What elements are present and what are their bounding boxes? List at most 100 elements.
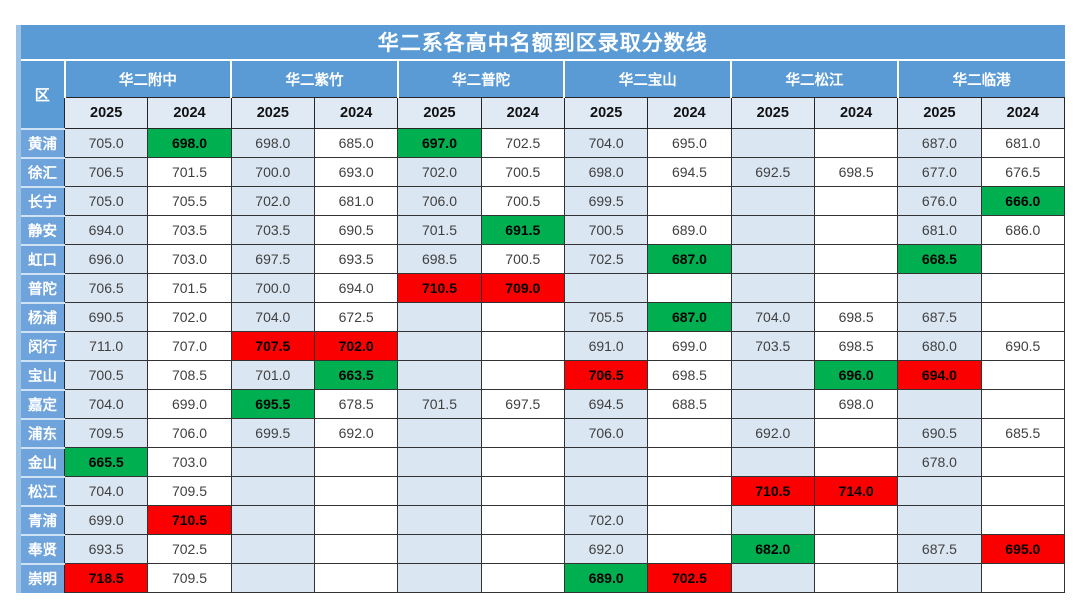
score-cell: 702.0 <box>563 505 649 535</box>
score-cell <box>813 244 899 274</box>
district-label: 崇明 <box>18 562 65 593</box>
score-cell: 708.5 <box>147 360 232 390</box>
score-cell <box>397 331 482 361</box>
score-cell <box>813 505 899 535</box>
score-cell <box>563 476 649 506</box>
score-cell: 698.0 <box>230 128 315 158</box>
score-cell <box>647 505 732 535</box>
district-column-header: 区 <box>18 60 65 129</box>
score-cell <box>980 563 1066 593</box>
score-cell: 702.5 <box>147 534 232 564</box>
score-cell <box>397 505 482 535</box>
score-cell <box>480 534 565 564</box>
score-cell: 703.5 <box>230 215 315 245</box>
score-cell: 698.5 <box>647 360 732 390</box>
score-cell: 688.5 <box>647 389 732 419</box>
score-cell <box>647 273 732 303</box>
school-header: 华二宝山 <box>563 60 732 98</box>
score-cell <box>730 128 815 158</box>
score-cell: 701.5 <box>397 389 482 419</box>
score-cell: 702.0 <box>397 157 482 187</box>
score-cell: 706.0 <box>147 418 232 448</box>
district-label: 黄浦 <box>18 127 65 158</box>
year-header-row: 2025 2024 2025 2024 2025 2024 2025 2024 2025 2024… <box>19 97 1066 129</box>
score-cell <box>813 128 899 158</box>
score-cell: 707.0 <box>147 331 232 361</box>
table-row: 虹口 696.0 703.0 697.5 693.5 698.5 700.5 702.5 687… <box>18 243 1066 274</box>
score-cell <box>730 273 815 303</box>
score-cell <box>730 360 815 390</box>
score-cell: 706.5 <box>563 360 649 390</box>
score-cell <box>647 186 732 216</box>
score-cell <box>813 215 899 245</box>
score-cell <box>480 360 565 390</box>
score-cell <box>397 447 482 477</box>
score-cell <box>313 505 399 535</box>
score-cell: 702.0 <box>313 331 399 361</box>
score-cell: 702.5 <box>563 244 649 274</box>
district-label: 青浦 <box>18 504 65 535</box>
district-label: 嘉定 <box>18 388 65 419</box>
score-cell: 702.5 <box>480 128 565 158</box>
score-cell: 698.0 <box>563 157 649 187</box>
score-cell <box>980 302 1066 332</box>
score-cell: 703.0 <box>147 447 232 477</box>
table-row: 闵行 711.0 707.0 707.5 702.0 691.0 699.0 703.5 698… <box>18 330 1066 361</box>
score-cell: 692.0 <box>313 418 399 448</box>
score-cell: 714.0 <box>813 476 899 506</box>
score-cell: 694.0 <box>897 360 982 390</box>
score-cell: 706.0 <box>397 186 482 216</box>
score-cell: 704.0 <box>63 476 149 506</box>
score-cell <box>813 534 899 564</box>
table-row: 浦东 709.5 706.0 699.5 692.0 706.0 692.0 690.5 685… <box>18 417 1066 448</box>
score-cell: 681.0 <box>980 128 1066 158</box>
score-cell: 698.5 <box>813 331 899 361</box>
score-cell: 699.5 <box>230 418 315 448</box>
school-header: 华二紫竹 <box>230 60 398 98</box>
score-cell: 692.5 <box>730 157 815 187</box>
table-row: 普陀 706.5 701.5 700.0 694.0 710.5 709.0 <box>18 272 1066 303</box>
score-cell: 685.5 <box>980 418 1066 448</box>
year-header: 2024 <box>147 97 232 129</box>
school-header: 华二松江 <box>730 60 898 98</box>
score-cell: 706.0 <box>563 418 649 448</box>
score-cell <box>730 186 815 216</box>
score-cell <box>730 389 815 419</box>
score-cell: 687.0 <box>897 128 982 158</box>
score-cell <box>730 563 815 593</box>
score-cell <box>480 563 565 593</box>
score-cell <box>647 476 732 506</box>
score-cell: 707.5 <box>230 331 315 361</box>
score-cell: 694.0 <box>63 215 149 245</box>
score-cell: 691.0 <box>563 331 649 361</box>
score-cell <box>313 476 399 506</box>
score-cell: 698.5 <box>813 157 899 187</box>
score-cell: 702.0 <box>147 302 232 332</box>
score-cell <box>730 447 815 477</box>
table-title: 华二系各高中名额到区录取分数线 <box>18 25 1065 61</box>
score-cell: 672.5 <box>313 302 399 332</box>
table-row: 嘉定 704.0 699.0 695.5 678.5 701.5 697.5 694.5 688… <box>18 388 1066 419</box>
score-cell <box>313 447 399 477</box>
score-cell <box>813 186 899 216</box>
district-label: 浦东 <box>18 417 65 448</box>
score-cell <box>980 273 1066 303</box>
table-row: 金山 665.5 703.0 678.0 <box>18 446 1066 477</box>
score-cell: 704.0 <box>730 302 815 332</box>
score-cell: 689.0 <box>563 563 649 593</box>
score-cell <box>980 476 1066 506</box>
table-row: 长宁 705.0 705.5 702.0 681.0 706.0 700.5 699.5 676… <box>18 185 1066 216</box>
score-cell: 698.0 <box>147 128 232 158</box>
score-cell: 697.5 <box>480 389 565 419</box>
score-cell: 682.0 <box>730 534 815 564</box>
table-row: 青浦 699.0 710.5 702.0 <box>18 504 1066 535</box>
score-cell <box>230 447 315 477</box>
title-row: 华二系各高中名额到区录取分数线 <box>18 25 1065 61</box>
score-cell: 699.5 <box>563 186 649 216</box>
table-row: 崇明 718.5 709.5 689.0 702.5 <box>18 562 1066 593</box>
score-cell <box>730 215 815 245</box>
score-cell <box>230 534 315 564</box>
score-cell: 694.5 <box>647 157 732 187</box>
score-cell: 700.0 <box>230 157 315 187</box>
